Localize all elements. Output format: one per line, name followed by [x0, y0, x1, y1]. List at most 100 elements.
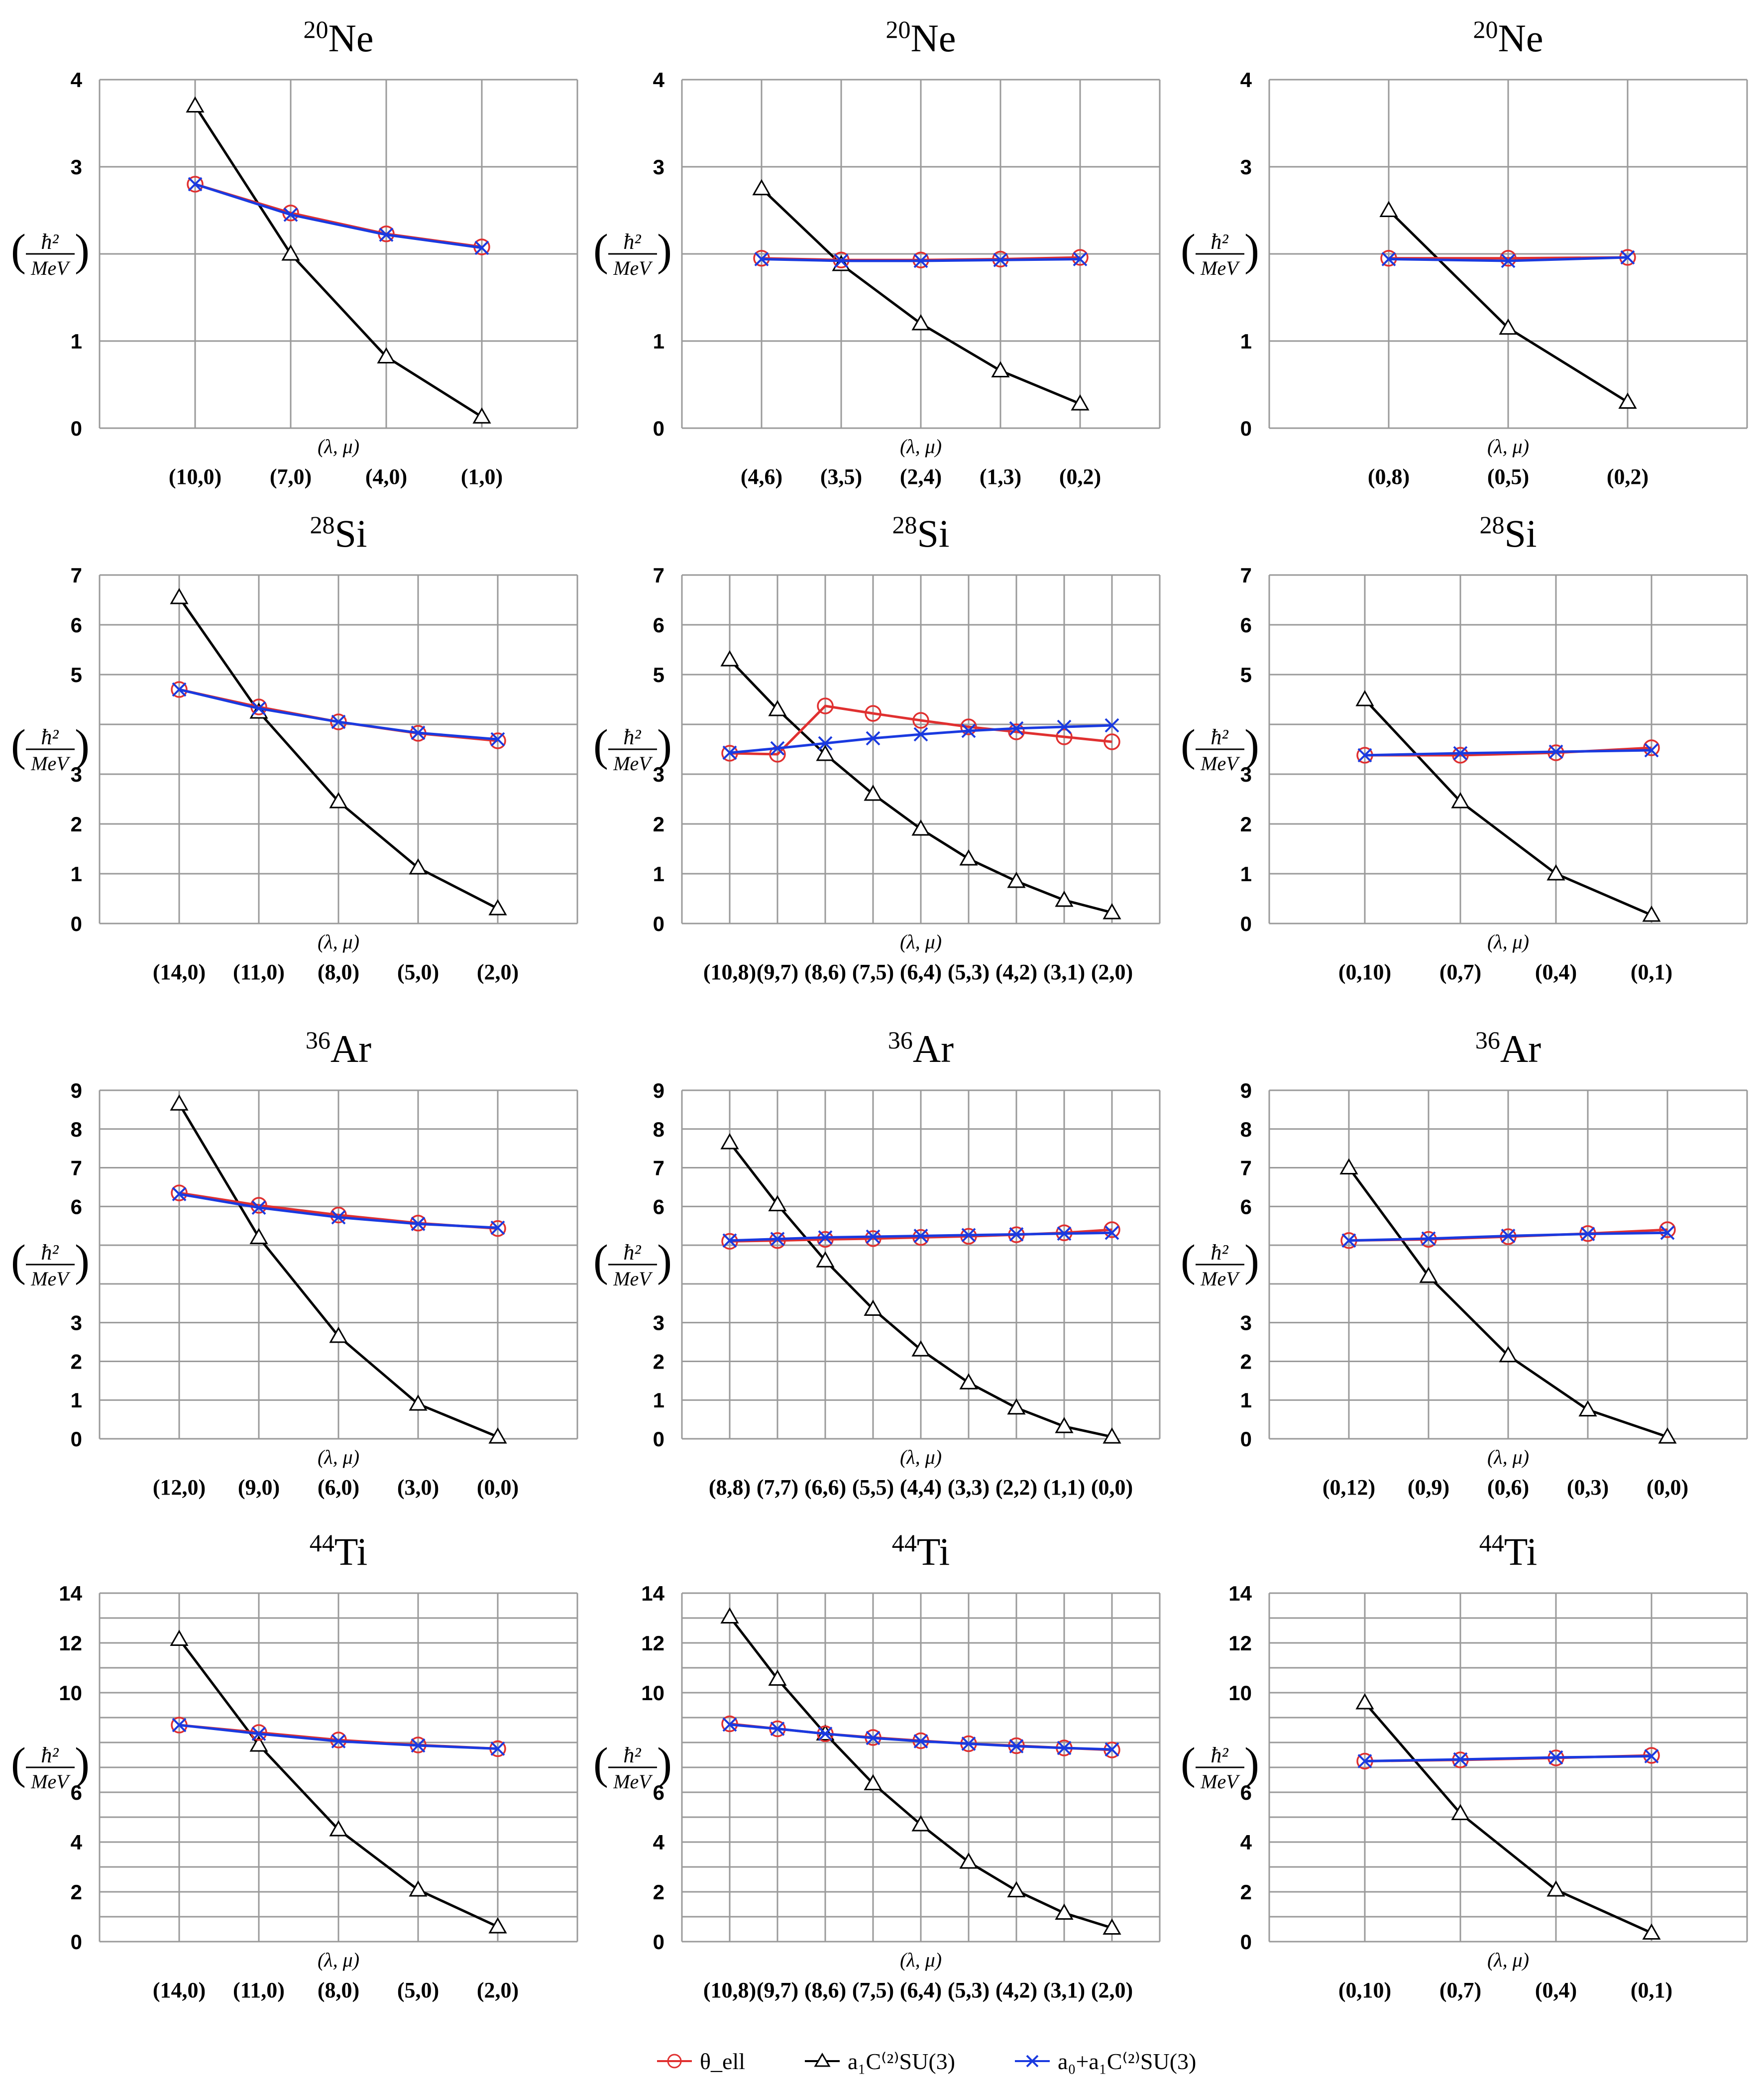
x-tick-label: (8,8): [709, 1475, 751, 1500]
point-theta: [912, 1229, 929, 1246]
point-a1c: [1499, 318, 1518, 335]
y-tick-label: 0: [1240, 1930, 1252, 1954]
point-sum-stroke: [172, 682, 187, 697]
y-unit-label: (ħ² MeV): [11, 226, 90, 279]
point-sum: [1057, 1740, 1072, 1755]
legend-label-theta: θ_ell: [700, 2048, 746, 2074]
chart-panel-36Ar: 36Ar 0 1 2 3 6 7 8 9(ħ² MeV) (λ, μ) (8,8) (7,7) (6,6)…: [582, 1026, 1170, 1523]
y-tick-label: 7: [71, 564, 82, 587]
chart-title: 44Ti: [682, 1528, 1160, 1574]
x-tick-label: (5,3): [948, 960, 990, 984]
chart-svg: 0 1 2 3 6 7 8 9 (ħ² MeV) (λ, μ) (12,0) (9,0) (6,0) (3,…: [11, 1079, 578, 1500]
unit-numerator: ħ²: [623, 230, 641, 254]
x-tick-label: (0,4): [1535, 960, 1577, 984]
point-theta: [1008, 723, 1025, 740]
x-axis-label: (λ, μ): [1487, 1949, 1529, 1971]
chart-panel-20Ne: 20Ne 0 1 3 4 (ħ² MeV) (λ, μ) (10,0) (7,0) (4,0) (1,…: [0, 15, 587, 513]
point-sum-stroke: [770, 1232, 785, 1247]
chart-title-mass: 20: [303, 15, 329, 43]
series-line-a1c: [194, 105, 483, 418]
x-tick-label: (0,3): [1567, 1475, 1609, 1500]
point-sum-stroke: [866, 1229, 881, 1244]
series-line-theta: [729, 704, 1112, 756]
chart-title-mass: 20: [885, 15, 911, 43]
unit-denominator: MeV: [613, 1770, 653, 1793]
paren-right: ): [75, 721, 90, 770]
y-tick-label: 1: [71, 1389, 82, 1412]
chart-title-nucleus: Ar: [912, 1027, 954, 1070]
y-tick-label: 4: [71, 1831, 83, 1854]
point-sum: [1381, 252, 1396, 266]
y-tick-label: 12: [59, 1631, 82, 1655]
paren-left: (: [1181, 226, 1196, 275]
point-a1c: [1339, 1158, 1358, 1175]
x-tick-label: (6,4): [900, 1978, 942, 2002]
unit-numerator: ħ²: [623, 725, 641, 749]
point-sum-stroke: [1501, 1229, 1516, 1243]
point-a1c: [249, 1735, 268, 1752]
point-a1c: [1355, 1693, 1374, 1710]
y-tick-label: 3: [653, 1311, 664, 1335]
chart-svg: 0 1 3 4 (ħ² MeV) (λ, μ) (0,8) (0,5) (0,2): [1181, 68, 1748, 489]
unit-denominator: MeV: [613, 752, 653, 775]
legend-marker-triangle: [805, 2053, 840, 2067]
point-a1c: [1102, 1427, 1121, 1444]
point-theta: [187, 176, 204, 193]
x-tick-label: (4,4): [900, 1475, 942, 1500]
point-sum-stroke: [251, 1200, 266, 1215]
point-a1c: [720, 1607, 739, 1623]
point-a1c: [1578, 1400, 1597, 1417]
point-sum-stroke: [1548, 744, 1563, 759]
point-sum-stroke: [754, 252, 769, 266]
point-sum-stroke: [1644, 743, 1659, 758]
paren-left: (: [11, 1236, 26, 1285]
point-sum: [1548, 744, 1563, 759]
y-tick-label: 14: [641, 1582, 664, 1605]
chart-title: 28Si: [682, 510, 1160, 556]
y-tick-label: 3: [71, 155, 82, 179]
y-tick-label: 2: [1240, 812, 1252, 836]
point-sum: [1453, 1752, 1468, 1767]
point-a1c: [911, 1815, 930, 1832]
x-tick-label: (10,8): [703, 960, 756, 984]
unit-denominator: MeV: [1200, 1268, 1240, 1290]
point-sum-stroke: [1009, 1739, 1024, 1753]
y-tick-label: 0: [71, 1930, 82, 1954]
y-tick-label: 0: [1240, 1427, 1252, 1451]
x-tick-label: (0,7): [1439, 1978, 1481, 2002]
point-sum-stroke: [913, 253, 928, 268]
series-line-a1c: [1364, 1702, 1653, 1934]
x-tick-label: (0,2): [1059, 464, 1101, 489]
point-theta: [1659, 1221, 1676, 1238]
point-sum: [251, 1200, 266, 1215]
point-theta: [865, 1230, 882, 1247]
point-sum-stroke: [1357, 748, 1372, 763]
x-tick-label: (9,7): [757, 1978, 798, 2002]
x-axis-label: (λ, μ): [900, 435, 942, 458]
point-sum: [331, 1734, 346, 1748]
point-sum-stroke: [1620, 250, 1635, 265]
point-sum-stroke: [1548, 1750, 1563, 1765]
y-tick-label: 2: [653, 1350, 664, 1373]
point-a1c: [1355, 690, 1374, 706]
legend-label-a1c: a₁C⁽²⁾SU(3): [848, 2049, 955, 2074]
chart-title: 20Ne: [1269, 15, 1747, 61]
y-tick-label: 2: [1240, 1350, 1252, 1373]
y-tick-label: 0: [653, 417, 664, 440]
y-tick-label: 0: [1240, 912, 1252, 935]
y-tick-label: 6: [1240, 613, 1252, 637]
x-tick-label: (12,0): [153, 1475, 206, 1500]
point-sum: [1009, 1739, 1024, 1753]
point-a1c: [1007, 1881, 1026, 1897]
point-a1c: [911, 1340, 930, 1357]
point-sum-stroke: [1009, 1227, 1024, 1242]
point-sum: [818, 736, 833, 751]
point-sum-stroke: [1644, 1749, 1659, 1763]
point-sum-stroke: [172, 1187, 187, 1201]
paren-left: (: [11, 226, 26, 275]
point-sum-stroke: [1421, 1231, 1436, 1246]
point-sum-stroke: [1057, 719, 1072, 734]
x-tick-label: (4,6): [741, 464, 782, 489]
point-sum: [1057, 1226, 1072, 1241]
point-a1c: [488, 1427, 507, 1444]
